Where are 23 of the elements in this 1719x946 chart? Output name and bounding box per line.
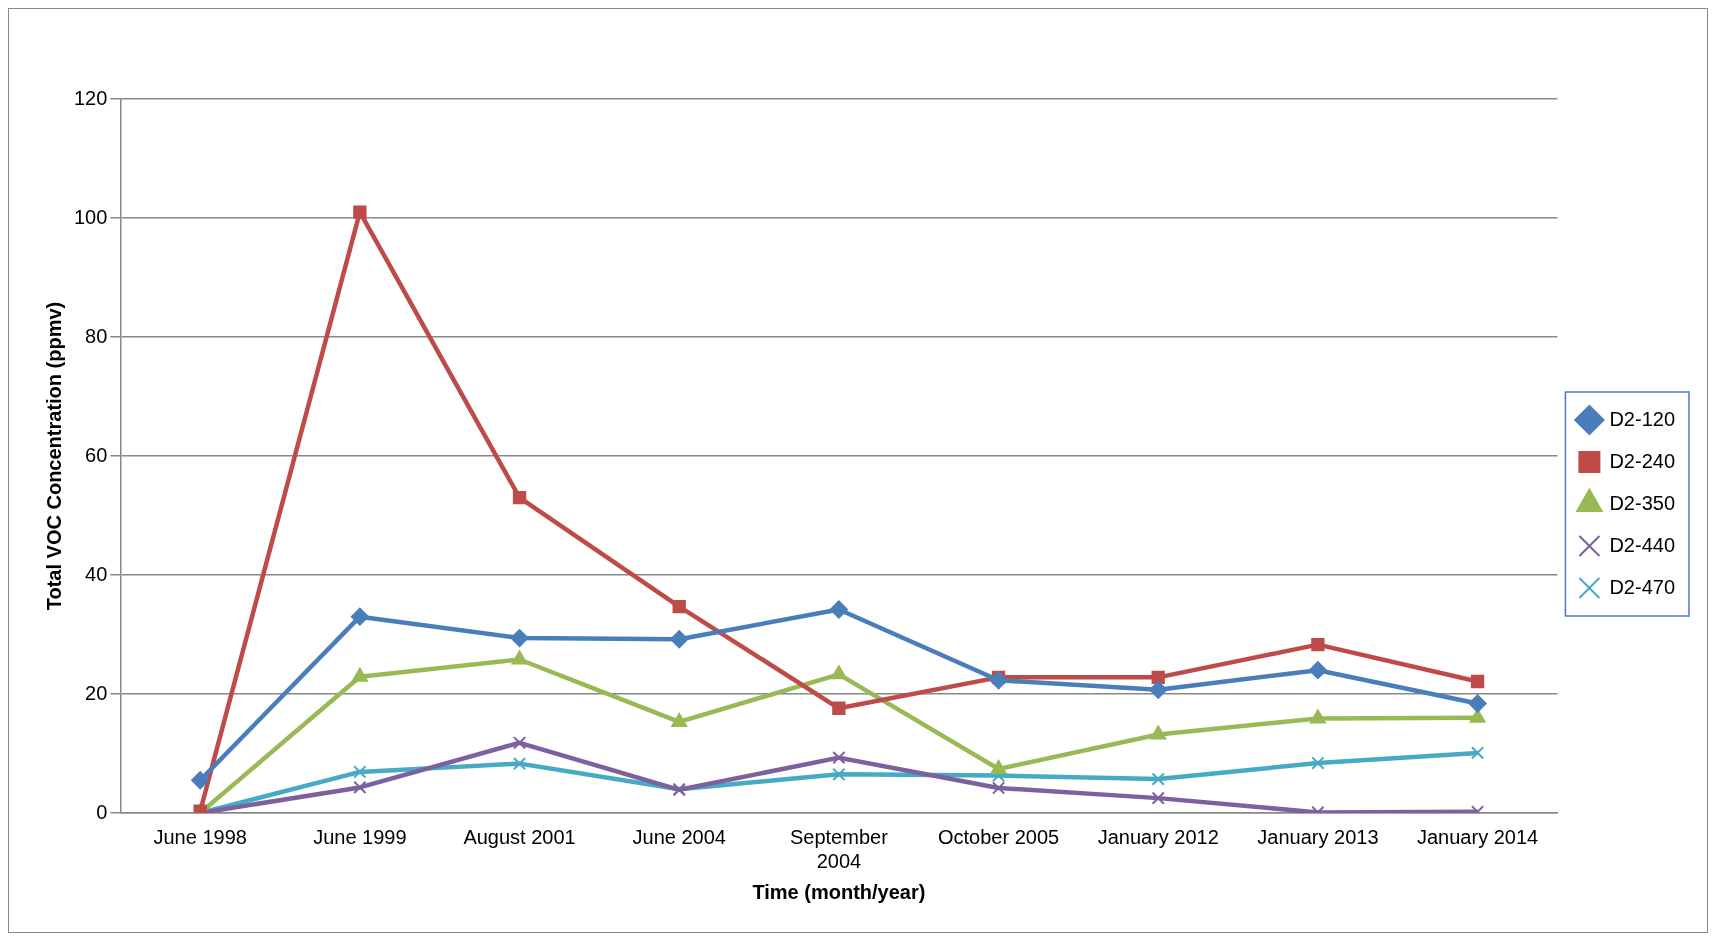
x-tick-label: January 2012 — [1097, 825, 1219, 848]
y-tick-label: 120 — [73, 86, 108, 109]
y-tick-label: 40 — [85, 562, 108, 585]
y-tick-label: 100 — [73, 205, 108, 228]
x-tick-label: June 2004 — [632, 825, 726, 848]
legend-label: D2-440 — [1609, 533, 1676, 556]
x-tick-label: June 1999 — [313, 825, 407, 848]
y-axis-title: Total VOC Concentration (ppmv) — [42, 301, 65, 611]
legend-label: D2-120 — [1609, 407, 1676, 430]
y-tick-label: 20 — [85, 681, 108, 704]
y-tick-label: 80 — [85, 324, 108, 347]
x-tick-label: January 2014 — [1416, 825, 1539, 848]
x-tick-label: June 1998 — [153, 825, 247, 848]
x-tick-label: September 2004 — [789, 825, 889, 872]
x-axis-title: Time (month/year) — [752, 880, 926, 903]
y-tick-label: 60 — [85, 443, 108, 466]
x-tick-label: October 2005 — [937, 825, 1060, 848]
x-tick-label: August 2001 — [463, 825, 576, 848]
y-tick-label: 0 — [96, 800, 108, 823]
legend-label: D2-350 — [1609, 491, 1676, 514]
legend-label: D2-470 — [1609, 575, 1676, 598]
x-tick-label: January 2013 — [1257, 825, 1379, 848]
legend-label: D2-240 — [1609, 449, 1676, 472]
